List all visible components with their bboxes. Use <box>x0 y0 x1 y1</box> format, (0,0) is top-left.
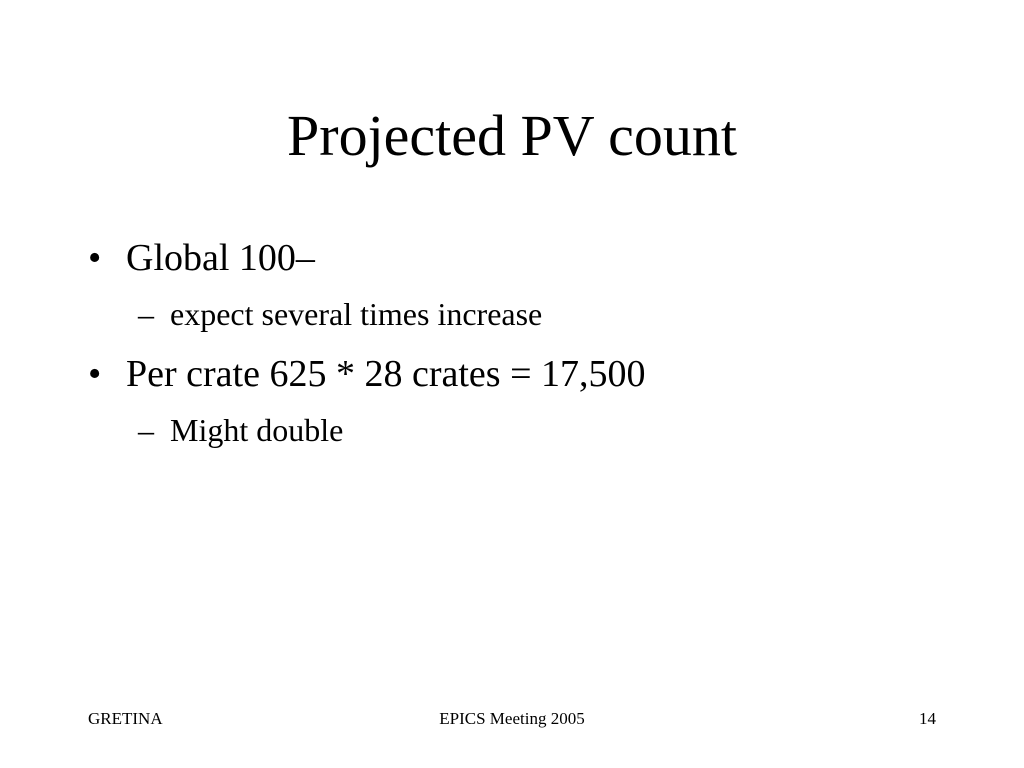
sub-bullet-text: expect several times increase <box>170 296 543 332</box>
sub-bullet-marker: – <box>138 412 154 448</box>
bullet-item: • Global 100– <box>88 232 968 284</box>
sub-bullet-item: – expect several times increase <box>138 292 968 336</box>
sub-bullet-item: – Might double <box>138 408 968 452</box>
bullet-item: • Per crate 625 * 28 crates = 17,500 <box>88 348 968 400</box>
sub-bullet-text: Might double <box>170 412 344 448</box>
bullet-text: Global 100– <box>126 237 315 279</box>
footer-page-number: 14 <box>919 709 936 728</box>
bullet-list: • Global 100– – expect several times inc… <box>88 232 968 464</box>
footer-project-name: GRETINA <box>88 709 163 728</box>
footer-meeting-name: EPICS Meeting 2005 <box>439 709 585 728</box>
bullet-marker: • <box>88 237 102 279</box>
sub-bullet-marker: – <box>138 296 154 332</box>
bullet-text: Per crate 625 * 28 crates = 17,500 <box>126 353 646 395</box>
slide-title: Projected PV count <box>287 103 737 168</box>
bullet-marker: • <box>88 353 102 395</box>
